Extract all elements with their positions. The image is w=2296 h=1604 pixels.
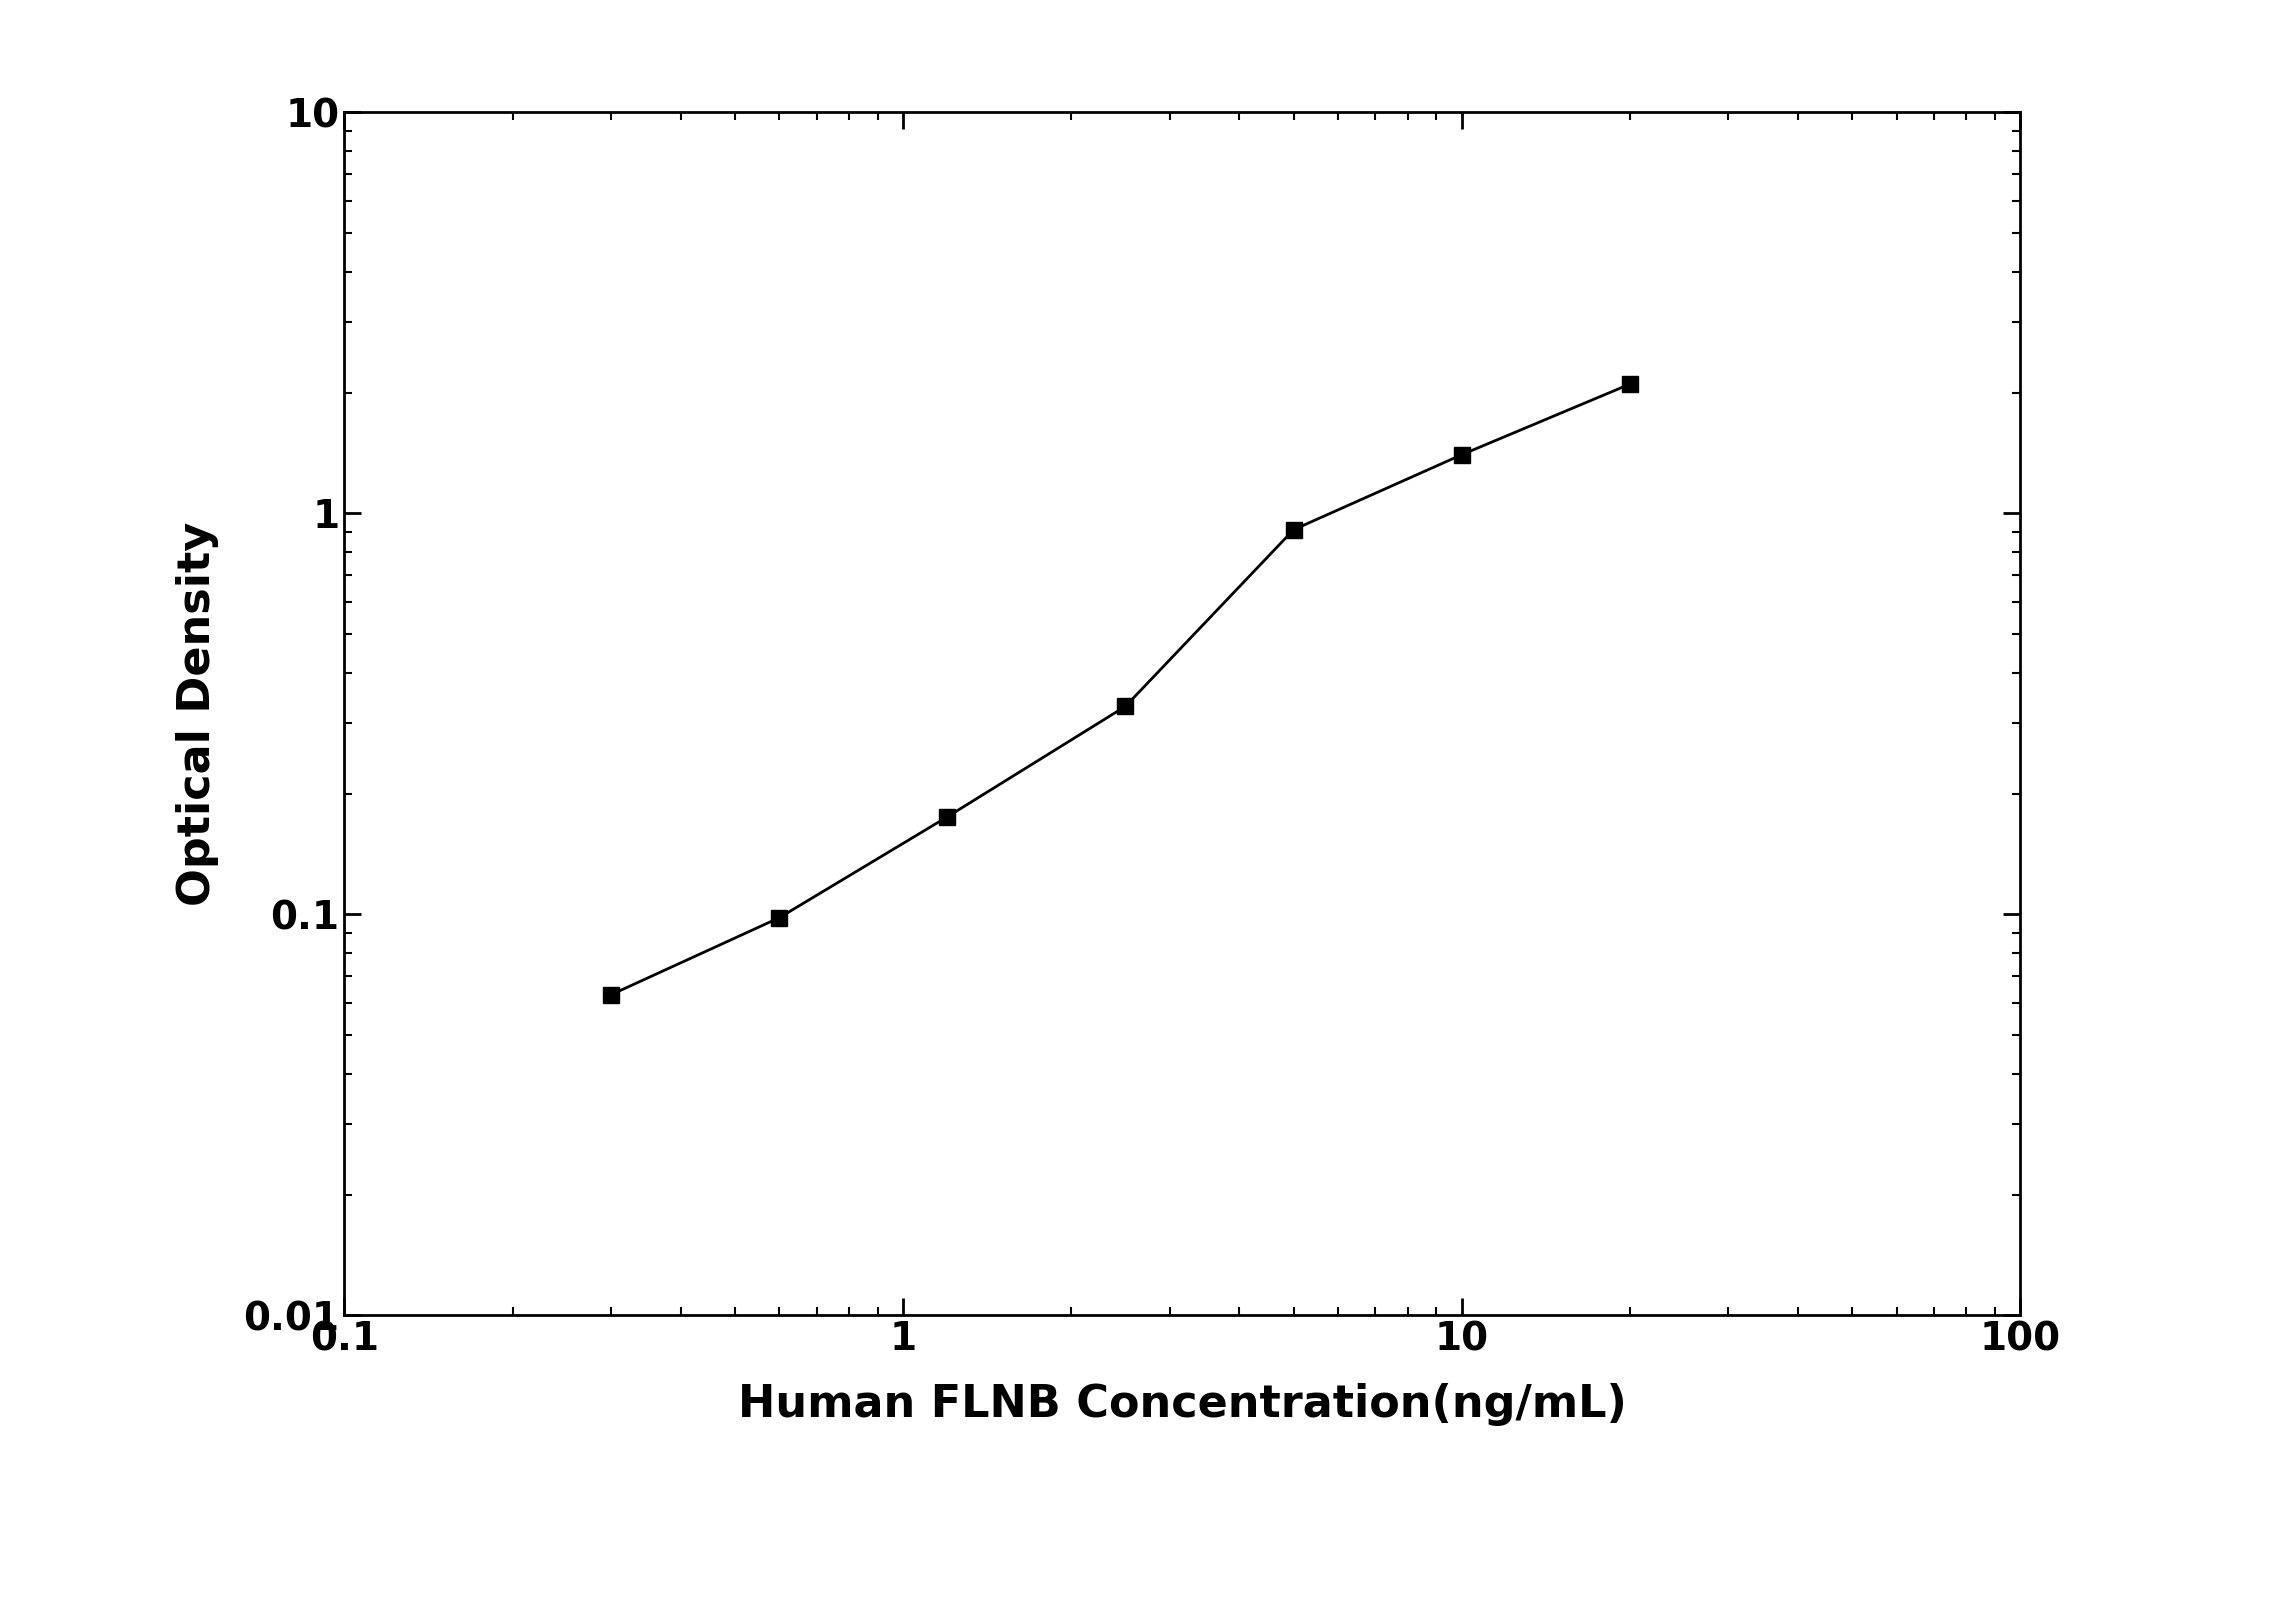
X-axis label: Human FLNB Concentration(ng/mL): Human FLNB Concentration(ng/mL) bbox=[737, 1383, 1628, 1426]
Y-axis label: Optical Density: Optical Density bbox=[174, 521, 218, 906]
